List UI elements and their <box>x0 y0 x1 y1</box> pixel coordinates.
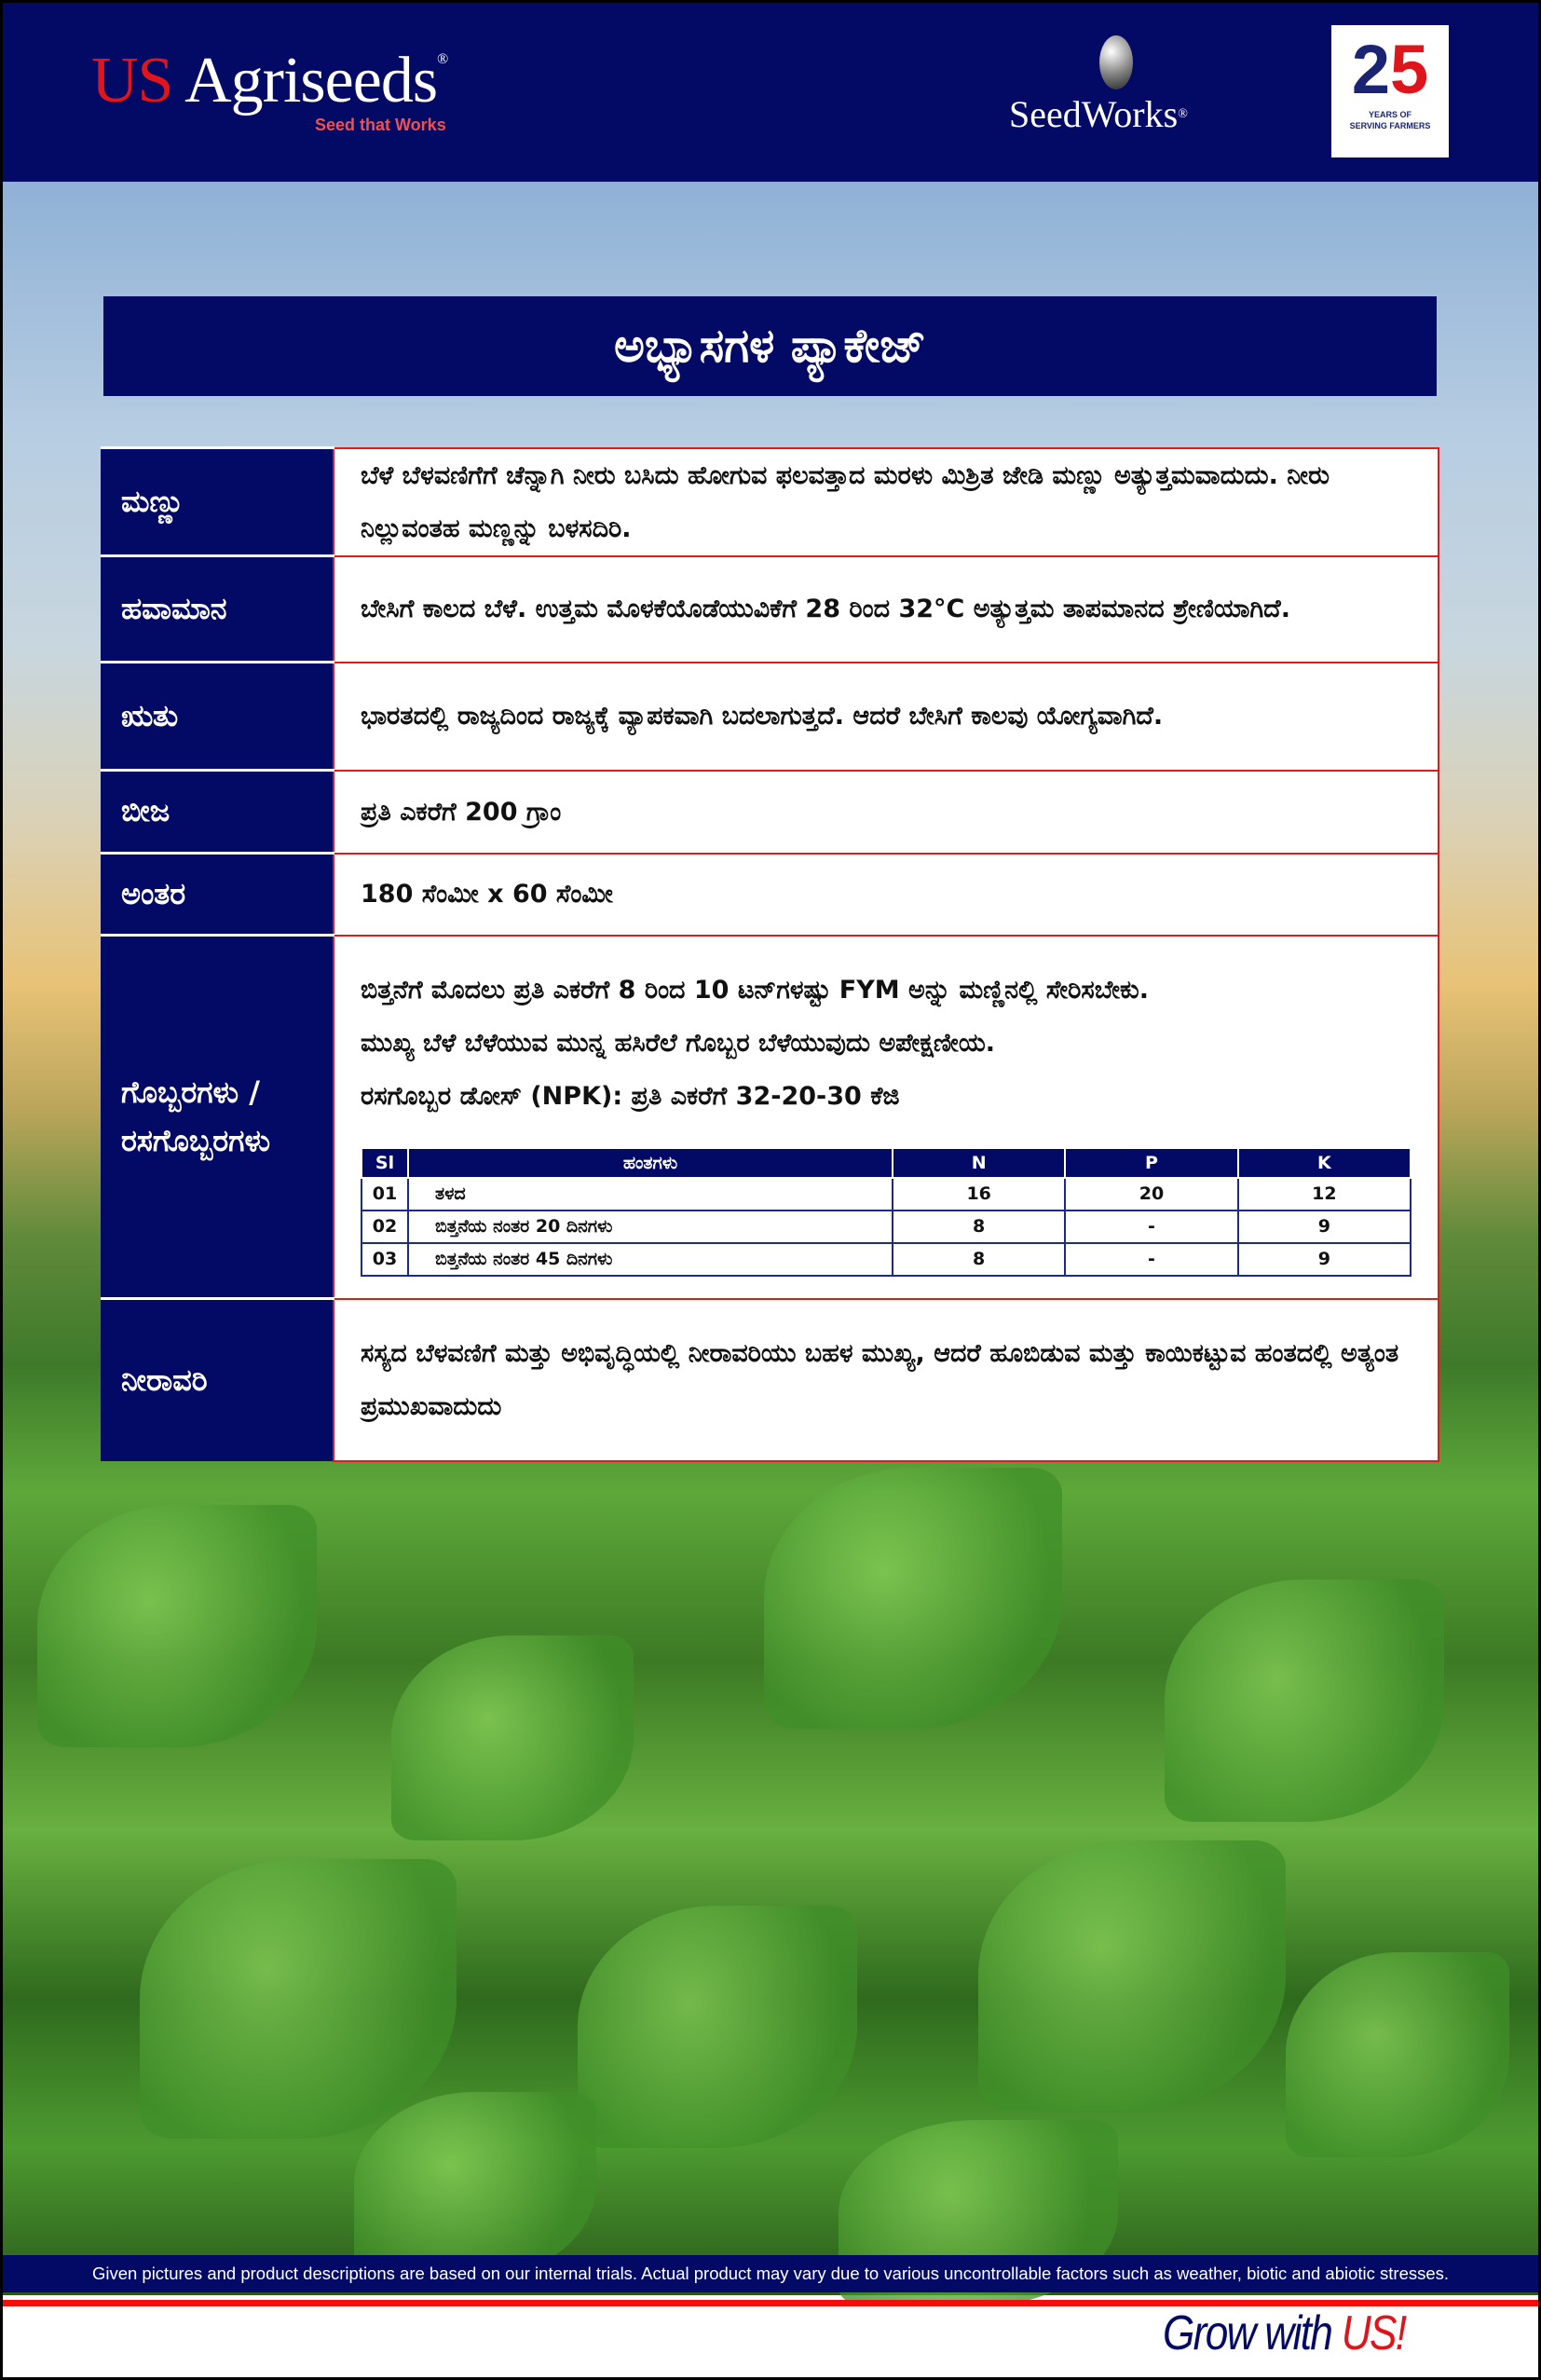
disclaimer: Given pictures and product descriptions … <box>0 2255 1541 2292</box>
row-value: ಪ್ರತಿ ಎಕರೆಗೆ 200 ಗ್ರಾಂ <box>333 769 1439 855</box>
registered-mark: ® <box>1178 107 1188 121</box>
row-value: ಬೇಸಿಗೆ ಕಾಲದ ಬೆಳೆ. ಉತ್ತಮ ಮೊಳಕೆಯೊಡೆಯುವಿಕೆಗ… <box>333 554 1439 663</box>
row-value: ಸಸ್ಯದ ಬೆಳವಣಿಗೆ ಮತ್ತು ಅಭಿವೃದ್ಧಿಯಲ್ಲಿ ನೀರಾ… <box>333 1297 1439 1462</box>
npk-header-row: Sl ಹಂತಗಳು N P K <box>361 1146 1412 1179</box>
us-agriseeds-logo: US Agriseeds® <box>91 45 448 116</box>
row-label: ಮಣ್ಣು <box>101 446 334 556</box>
logo-us-text: US <box>91 45 173 116</box>
npk-header: N <box>891 1146 1067 1179</box>
npk-cell: 16 <box>891 1176 1067 1211</box>
slogan-us: US <box>1341 2306 1398 2360</box>
npk-cell: ಬಿತ್ತನೆಯ ನಂತರ 20 ದಿನಗಳು <box>407 1209 893 1244</box>
tagline: Seed that Works <box>315 116 446 134</box>
row-label: ನೀರಾವರಿ <box>101 1297 334 1461</box>
seedworks-orb-icon <box>1099 35 1133 89</box>
row-spacing: ಅಂತರ 180 ಸೆಂಮೀ x 60 ಸೆಂಮೀ <box>101 852 1439 937</box>
slogan-part1: Grow with <box>1163 2306 1342 2360</box>
npk-cell: - <box>1064 1209 1239 1244</box>
npk-cell: 8 <box>891 1241 1067 1277</box>
seedworks-text: SeedWorks <box>1009 93 1179 135</box>
npk-cell: 9 <box>1236 1209 1412 1244</box>
row-seed: ಬೀಜ ಪ್ರತಿ ಎಕರೆಗೆ 200 ಗ್ರಾಂ <box>101 769 1439 855</box>
npk-header: ಹಂತಗಳು <box>407 1146 893 1179</box>
registered-mark: ® <box>437 51 448 67</box>
red-divider <box>0 2300 1541 2306</box>
row-label: ಹವಾಮಾನ <box>101 554 334 663</box>
logo-agriseeds-text: Agriseeds <box>184 45 438 116</box>
npk-cell: 20 <box>1064 1176 1239 1211</box>
npk-cell: - <box>1064 1241 1239 1277</box>
npk-row: 03 ಬಿತ್ತನೆಯ ನಂತರ 45 ದಿನಗಳು 8-9 <box>361 1241 1412 1277</box>
badge-line2: SERVING FARMERS <box>1349 121 1431 130</box>
fertilizer-line2: ಮುಖ್ಯ ಬೆಳೆ ಬೆಳೆಯುವ ಮುನ್ನ ಹಸಿರೆಲೆ ಗೊಬ್ಬರ … <box>361 1028 995 1058</box>
npk-header: P <box>1064 1146 1239 1179</box>
npk-row: 01 ತಳದ 16 20 12 <box>361 1176 1412 1211</box>
row-climate: ಹವಾಮಾನ ಬೇಸಿಗೆ ಕಾಲದ ಬೆಳೆ. ಉತ್ತಮ ಮೊಳಕೆಯೊಡೆಯ… <box>101 554 1439 663</box>
row-label: ಅಂತರ <box>101 852 334 936</box>
row-value: ಬೆಳೆ ಬೆಳವಣಿಗೆಗೆ ಚೆನ್ನಾಗಿ ನೀರು ಬಸಿದು ಹೋಗು… <box>333 446 1439 557</box>
25-years-badge: 25 YEARS OF SERVING FARMERS <box>1331 25 1449 157</box>
npk-cell: ತಳದ <box>407 1176 893 1211</box>
seedworks-logo: SeedWorks® <box>1009 93 1188 136</box>
npk-cell: ಬಿತ್ತನೆಯ ನಂತರ 45 ದಿನಗಳು <box>407 1241 893 1277</box>
npk-header: K <box>1236 1146 1412 1179</box>
badge-digit-5: 5 <box>1390 31 1429 108</box>
npk-row: 02 ಬಿತ್ತನೆಯ ನಂತರ 20 ದಿನಗಳು 8-9 <box>361 1209 1412 1244</box>
row-label: ಋತು <box>101 661 334 771</box>
npk-cell: 8 <box>891 1209 1067 1244</box>
npk-cell: 02 <box>361 1209 409 1244</box>
row-season: ಋತು ಭಾರತದಲ್ಲಿ ರಾಜ್ಯದಿಂದ ರಾಜ್ಯಕ್ಕೆ ವ್ಯಾಪಕವ… <box>101 661 1439 772</box>
fertilizer-line1: ಬಿತ್ತನೆಗೆ ಮೊದಲು ಪ್ರತಿ ಎಕರೆಗೆ 8 ರಿಂದ 10 ಟ… <box>361 975 1149 1005</box>
slogan-exclaim: ! <box>1395 2306 1407 2360</box>
npk-cell: 03 <box>361 1241 409 1277</box>
row-soil: ಮಣ್ಣು ಬೆಳೆ ಬೆಳವಣಿಗೆಗೆ ಚೆನ್ನಾಗಿ ನೀರು ಬಸಿದು… <box>101 446 1439 557</box>
badge-digit-2: 2 <box>1351 31 1390 108</box>
npk-cell: 9 <box>1236 1241 1412 1277</box>
badge-number: 25 <box>1331 31 1449 109</box>
fertilizer-line3: ರಸಗೊಬ್ಬರ ಡೋಸ್ (NPK): ಪ್ರತಿ ಎಕರೆಗೆ 32-20-… <box>361 1081 900 1111</box>
row-irrigation: ನೀರಾವರಿ ಸಸ್ಯದ ಬೆಳವಣಿಗೆ ಮತ್ತು ಅಭಿವೃದ್ಧಿಯಲ್… <box>101 1297 1439 1462</box>
header: US Agriseeds® Seed that Works SeedWorks®… <box>0 0 1541 182</box>
badge-line1: YEARS OF <box>1368 110 1411 119</box>
npk-header: Sl <box>361 1146 409 1179</box>
npk-cell: 01 <box>361 1176 409 1211</box>
row-fertilizer: ಗೊಬ್ಬರಗಳು / ರಸಗೊಬ್ಬರಗಳು ಬಿತ್ತನೆಗೆ ಮೊದಲು … <box>101 934 1439 1300</box>
npk-table: Sl ಹಂತಗಳು N P K 01 ತಳದ 16 20 12 02 ಬಿತ್ತನೆಯ ನ… <box>361 1146 1412 1277</box>
page-title: ಅಭ್ಯಾಸಗಳ ಪ್ಯಾಕೇಜ್ <box>103 296 1437 396</box>
row-label: ಬೀಜ <box>101 769 334 854</box>
npk-cell: 12 <box>1236 1176 1412 1211</box>
practices-table: ಮಣ್ಣು ಬೆಳೆ ಬೆಳವಣಿಗೆಗೆ ಚೆನ್ನಾಗಿ ನೀರು ಬಸಿದು… <box>101 446 1439 1462</box>
row-label: ಗೊಬ್ಬರಗಳು / ರಸಗೊಬ್ಬರಗಳು <box>101 934 334 1299</box>
row-value: ಬಿತ್ತನೆಗೆ ಮೊದಲು ಪ್ರತಿ ಎಕರೆಗೆ 8 ರಿಂದ 10 ಟ… <box>333 934 1439 1300</box>
row-value: ಭಾರತದಲ್ಲಿ ರಾಜ್ಯದಿಂದ ರಾಜ್ಯಕ್ಕೆ ವ್ಯಾಪಕವಾಗಿ… <box>333 661 1439 772</box>
row-value: 180 ಸೆಂಮೀ x 60 ಸೆಂಮೀ <box>333 852 1439 937</box>
slogan: Grow with US! <box>1163 2305 1407 2361</box>
